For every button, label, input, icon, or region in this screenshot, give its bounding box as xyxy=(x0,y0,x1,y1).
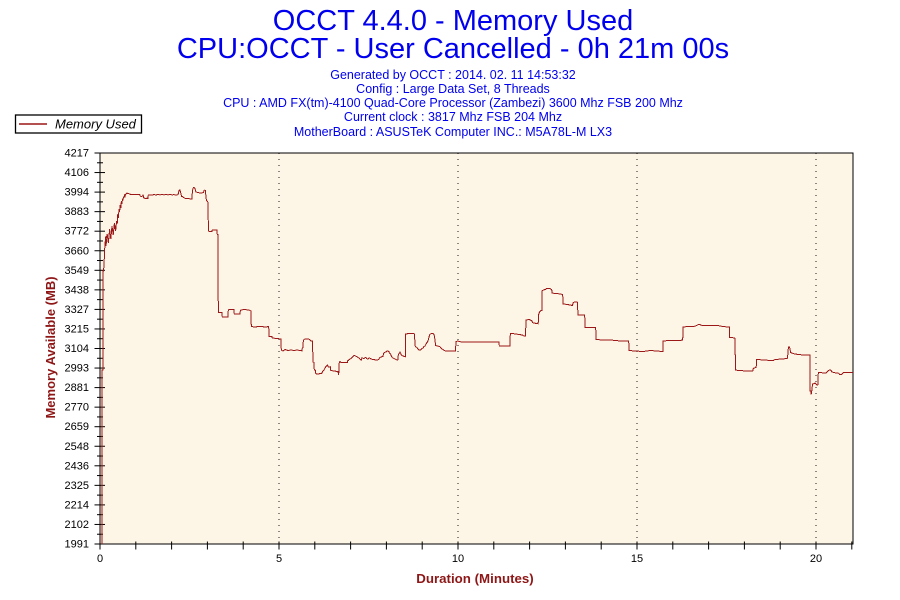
svg-text:2325: 2325 xyxy=(65,480,89,492)
svg-text:3660: 3660 xyxy=(65,245,89,257)
svg-text:2659: 2659 xyxy=(65,421,89,433)
svg-text:20: 20 xyxy=(810,553,822,565)
svg-text:3772: 3772 xyxy=(65,226,89,238)
svg-text:3327: 3327 xyxy=(65,304,89,316)
svg-text:3549: 3549 xyxy=(65,265,89,277)
svg-text:3994: 3994 xyxy=(65,187,89,199)
svg-text:2993: 2993 xyxy=(65,363,89,375)
svg-text:0: 0 xyxy=(97,553,103,565)
svg-text:2770: 2770 xyxy=(65,402,89,414)
svg-text:1991: 1991 xyxy=(65,539,89,551)
svg-text:3438: 3438 xyxy=(65,284,89,296)
svg-text:2102: 2102 xyxy=(65,519,89,531)
svg-text:2548: 2548 xyxy=(65,441,89,453)
svg-text:Memory Used: Memory Used xyxy=(55,117,137,132)
svg-text:15: 15 xyxy=(631,553,643,565)
svg-text:2214: 2214 xyxy=(65,499,89,511)
svg-text:3104: 3104 xyxy=(65,343,89,355)
svg-text:Duration (Minutes): Duration (Minutes) xyxy=(416,571,533,586)
svg-text:10: 10 xyxy=(452,553,464,565)
svg-text:2881: 2881 xyxy=(65,382,89,394)
svg-text:3215: 3215 xyxy=(65,323,89,335)
svg-text:5: 5 xyxy=(276,553,282,565)
svg-text:4217: 4217 xyxy=(65,148,89,160)
svg-text:3883: 3883 xyxy=(65,206,89,218)
svg-text:Memory Available (MB): Memory Available (MB) xyxy=(43,276,58,418)
svg-text:2436: 2436 xyxy=(65,460,89,472)
svg-text:4106: 4106 xyxy=(65,167,89,179)
